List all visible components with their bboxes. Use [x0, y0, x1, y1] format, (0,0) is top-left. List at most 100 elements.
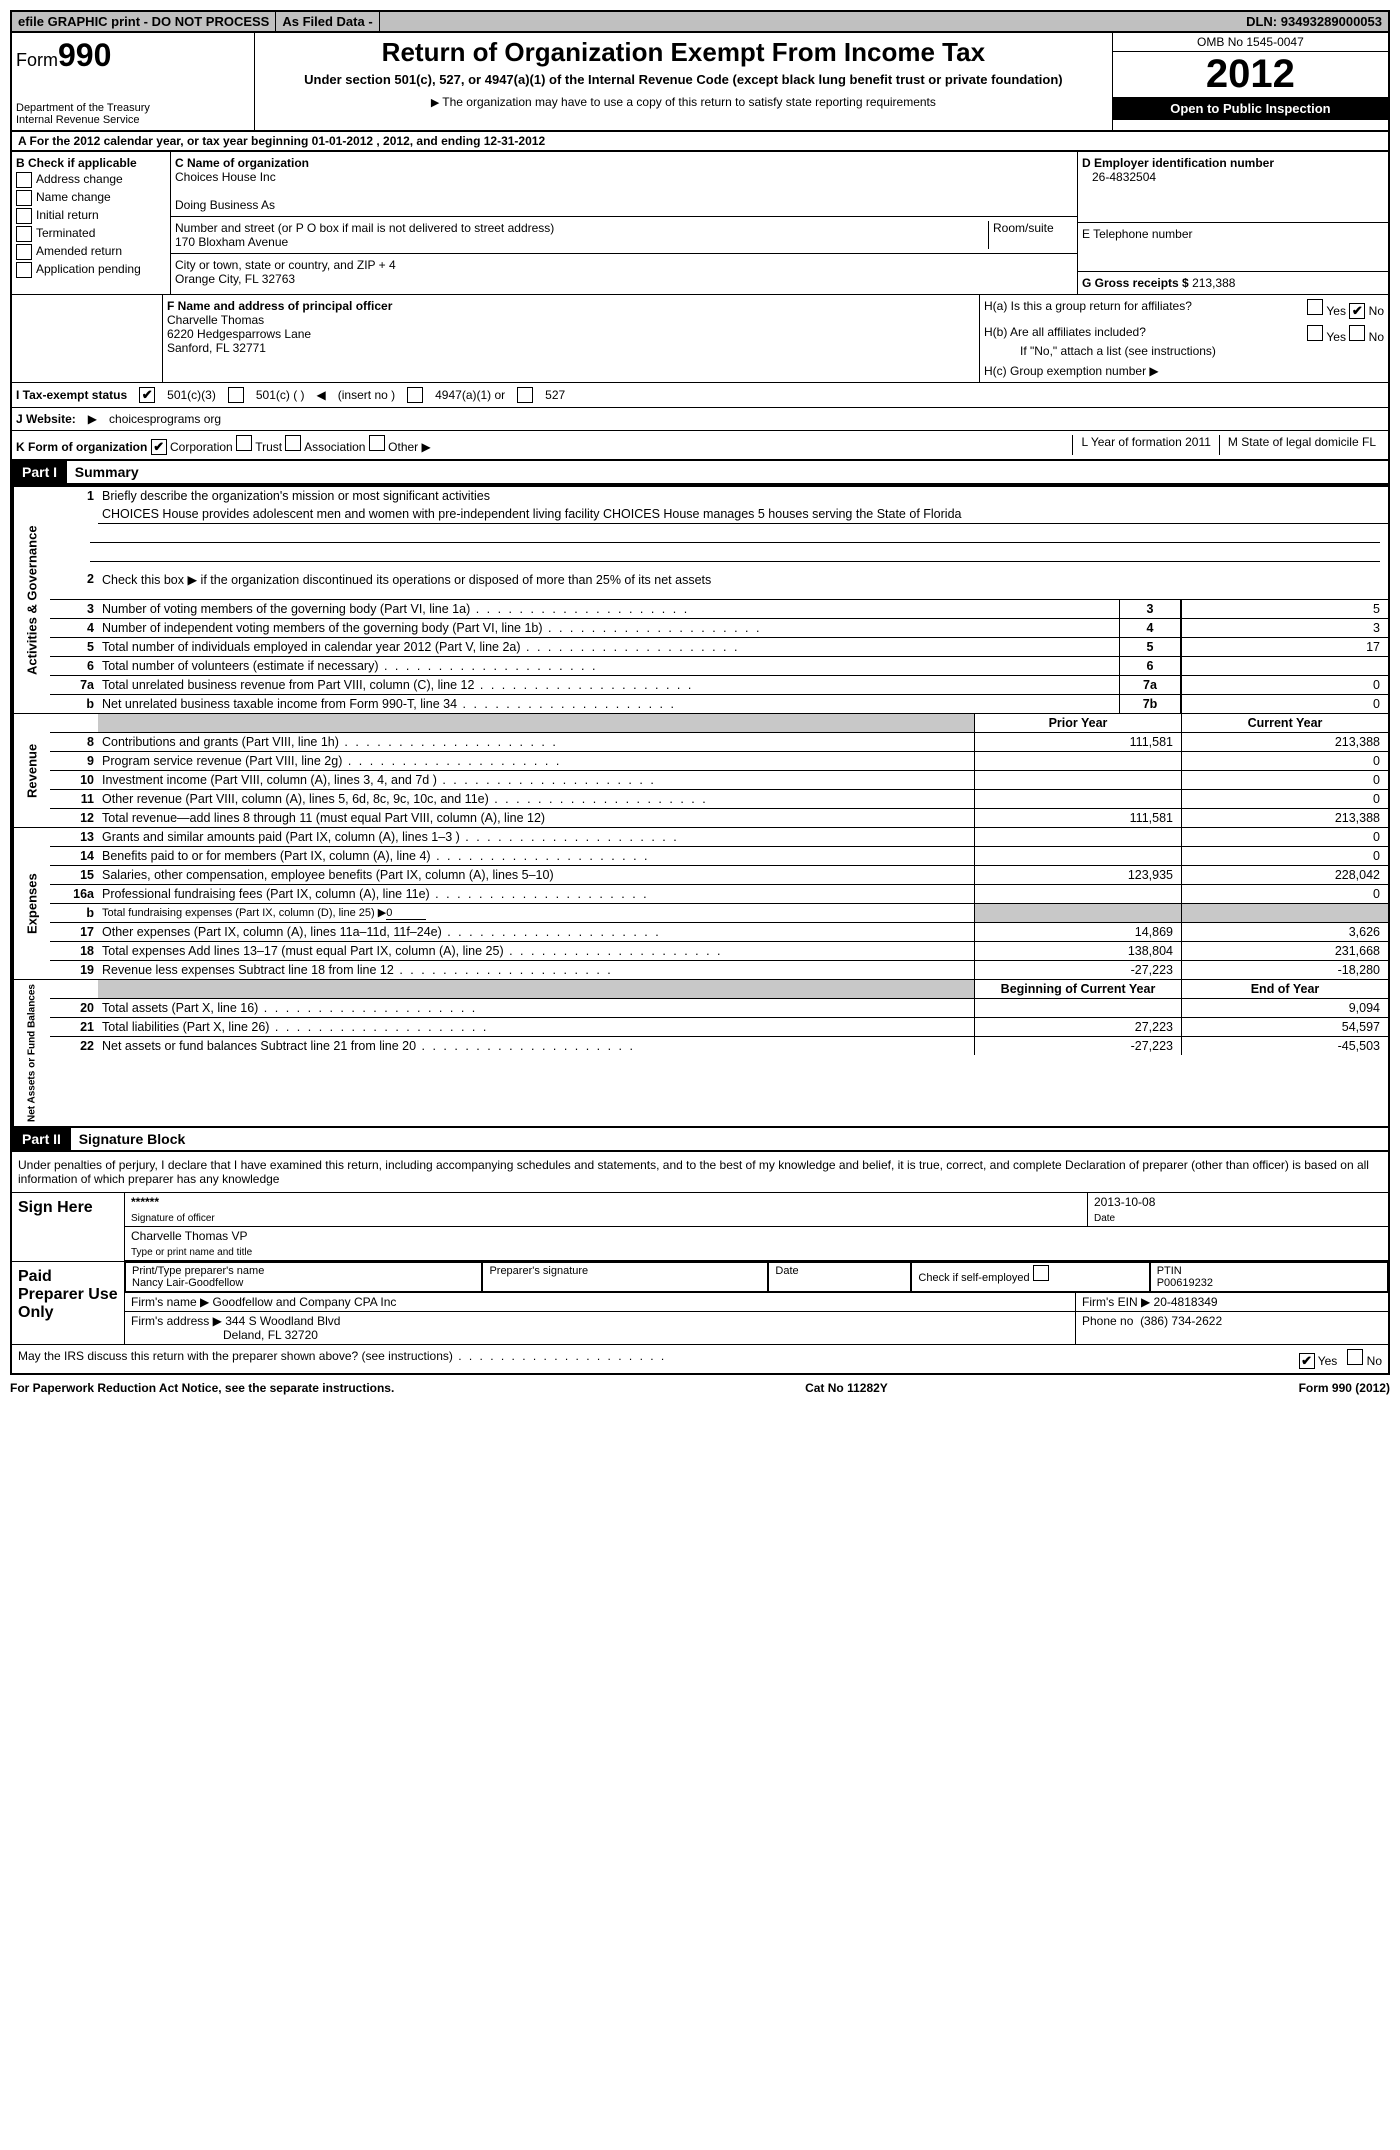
form-ref: Form 990 (2012) — [1299, 1381, 1390, 1395]
section-f-h: F Name and address of principal officer … — [10, 295, 1390, 383]
l21-prior: 27,223 — [974, 1018, 1181, 1036]
firm-phone: (386) 734-2622 — [1140, 1314, 1222, 1328]
chk-corp[interactable]: ✔ — [151, 439, 167, 455]
l13-curr: 0 — [1181, 828, 1388, 846]
vlabel-expenses: Expenses — [12, 828, 50, 979]
l12-prior: 111,581 — [974, 809, 1181, 827]
dept2: Internal Revenue Service — [16, 114, 250, 126]
chk-501c3[interactable]: ✔ — [139, 387, 155, 403]
chk-address-change[interactable]: Address change — [16, 172, 166, 188]
gross-receipts: 213,388 — [1192, 276, 1235, 290]
chk-pending[interactable]: Application pending — [16, 262, 166, 278]
dln: DLN: 93493289000053 — [380, 12, 1388, 31]
room-suite: Room/suite — [988, 221, 1073, 249]
ha-yes[interactable] — [1307, 299, 1323, 315]
vlabel-netassets: Net Assets or Fund Balances — [12, 980, 50, 1126]
preparer-sig: Preparer's signature — [482, 1262, 768, 1292]
form-title: Return of Organization Exempt From Incom… — [259, 37, 1108, 68]
discuss-no[interactable] — [1347, 1349, 1363, 1365]
l6-desc: Total number of volunteers (estimate if … — [98, 657, 1119, 675]
ha-no[interactable]: ✔ — [1349, 303, 1365, 319]
l11-desc: Other revenue (Part VIII, column (A), li… — [98, 790, 974, 808]
officer-addr2: Sanford, FL 32771 — [167, 341, 266, 355]
l3-desc: Number of voting members of the governin… — [98, 600, 1119, 618]
declaration: Under penalties of perjury, I declare th… — [12, 1152, 1388, 1193]
l4-val: 3 — [1181, 619, 1388, 637]
chk-trust[interactable] — [236, 435, 252, 451]
section-b-to-g: B Check if applicable Address change Nam… — [10, 152, 1390, 295]
tax-year: 2012 — [1113, 52, 1388, 97]
prior-year-hdr: Prior Year — [974, 714, 1181, 732]
l5-val: 17 — [1181, 638, 1388, 656]
chk-self-employed[interactable] — [1033, 1265, 1049, 1281]
l21-curr: 54,597 — [1181, 1018, 1388, 1036]
l14-curr: 0 — [1181, 847, 1388, 865]
top-bar: efile GRAPHIC print - DO NOT PROCESS As … — [10, 10, 1390, 33]
street-address: 170 Bloxham Avenue — [175, 235, 288, 249]
preparer-name: Nancy Lair-Goodfellow — [132, 1277, 243, 1289]
firm-ein: 20-4818349 — [1154, 1295, 1218, 1309]
l12-desc: Total revenue—add lines 8 through 11 (mu… — [98, 809, 974, 827]
discuss-yes[interactable]: ✔ — [1299, 1353, 1315, 1369]
box-f: F Name and address of principal officer … — [163, 295, 979, 382]
line-k: K Form of organization ✔ Corporation Tru… — [10, 431, 1390, 461]
line-j: J Website: ▶ choicesprograms org — [10, 408, 1390, 431]
form-number: Form990 — [16, 37, 250, 74]
open-to-public: Open to Public Inspection — [1113, 97, 1388, 120]
l18-desc: Total expenses Add lines 13–17 (must equ… — [98, 942, 974, 960]
l21-desc: Total liabilities (Part X, line 26) — [98, 1018, 974, 1036]
l8-curr: 213,388 — [1181, 733, 1388, 751]
l19-curr: -18,280 — [1181, 961, 1388, 979]
chk-terminated[interactable]: Terminated — [16, 226, 166, 242]
omb: OMB No 1545-0047 — [1113, 33, 1388, 52]
curr-year-hdr: Current Year — [1181, 714, 1388, 732]
line2: Check this box ▶ if the organization dis… — [98, 570, 1388, 589]
summary-grid: Activities & Governance 1Briefly describ… — [10, 487, 1390, 1128]
part-2-header: Part II Signature Block — [10, 1128, 1390, 1152]
l4-desc: Number of independent voting members of … — [98, 619, 1119, 637]
year-formation: L Year of formation 2011 — [1072, 435, 1218, 455]
chk-initial-return[interactable]: Initial return — [16, 208, 166, 224]
chk-4947[interactable] — [407, 387, 423, 403]
form-note: The organization may have to use a copy … — [259, 95, 1108, 109]
dln-value: 93493289000053 — [1281, 14, 1382, 29]
chk-name-change[interactable]: Name change — [16, 190, 166, 206]
form-subtitle: Under section 501(c), 527, or 4947(a)(1)… — [299, 72, 1068, 87]
addr-cell: Number and street (or P O box if mail is… — [171, 217, 1077, 254]
dba-label: Doing Business As — [175, 198, 275, 212]
col-d: D Employer identification number 26-4832… — [1078, 152, 1388, 294]
ein-cell: D Employer identification number 26-4832… — [1078, 152, 1388, 223]
mission-text: CHOICES House provides adolescent men an… — [98, 505, 1388, 524]
l6-val — [1181, 657, 1388, 675]
hb-yes[interactable] — [1307, 325, 1323, 341]
l19-prior: -27,223 — [974, 961, 1181, 979]
l8-prior: 111,581 — [974, 733, 1181, 751]
org-name: Choices House Inc — [175, 170, 276, 184]
chk-527[interactable] — [517, 387, 533, 403]
asfiled-label: As Filed Data - — [276, 12, 379, 31]
beg-year-hdr: Beginning of Current Year — [974, 980, 1181, 998]
preparer-grid: Print/Type preparer's nameNancy Lair-Goo… — [125, 1262, 1388, 1292]
discuss-row: May the IRS discuss this return with the… — [12, 1344, 1388, 1373]
officer-addr1: 6220 Hedgesparrows Lane — [167, 327, 311, 341]
chk-501c[interactable] — [228, 387, 244, 403]
l5-desc: Total number of individuals employed in … — [98, 638, 1119, 656]
l22-desc: Net assets or fund balances Subtract lin… — [98, 1037, 974, 1055]
l7b-desc: Net unrelated business taxable income fr… — [98, 695, 1119, 713]
hb-no[interactable] — [1349, 325, 1365, 341]
chk-other[interactable] — [369, 435, 385, 451]
mission-label: Briefly describe the organization's miss… — [98, 487, 1388, 505]
chk-assoc[interactable] — [285, 435, 301, 451]
l9-curr: 0 — [1181, 752, 1388, 770]
pra-notice: For Paperwork Reduction Act Notice, see … — [10, 1381, 394, 1395]
website-url: choicesprograms org — [109, 412, 221, 426]
l9-desc: Program service revenue (Part VIII, line… — [98, 752, 974, 770]
dln-label: DLN: — [1246, 14, 1277, 29]
dept1: Department of the Treasury — [16, 102, 250, 114]
sign-here-label: Sign Here — [12, 1193, 124, 1261]
l12-curr: 213,388 — [1181, 809, 1388, 827]
l3-val: 5 — [1181, 600, 1388, 618]
chk-amended[interactable]: Amended return — [16, 244, 166, 260]
col-b: B Check if applicable Address change Nam… — [12, 152, 171, 294]
officer-name: Charvelle Thomas — [167, 313, 264, 327]
